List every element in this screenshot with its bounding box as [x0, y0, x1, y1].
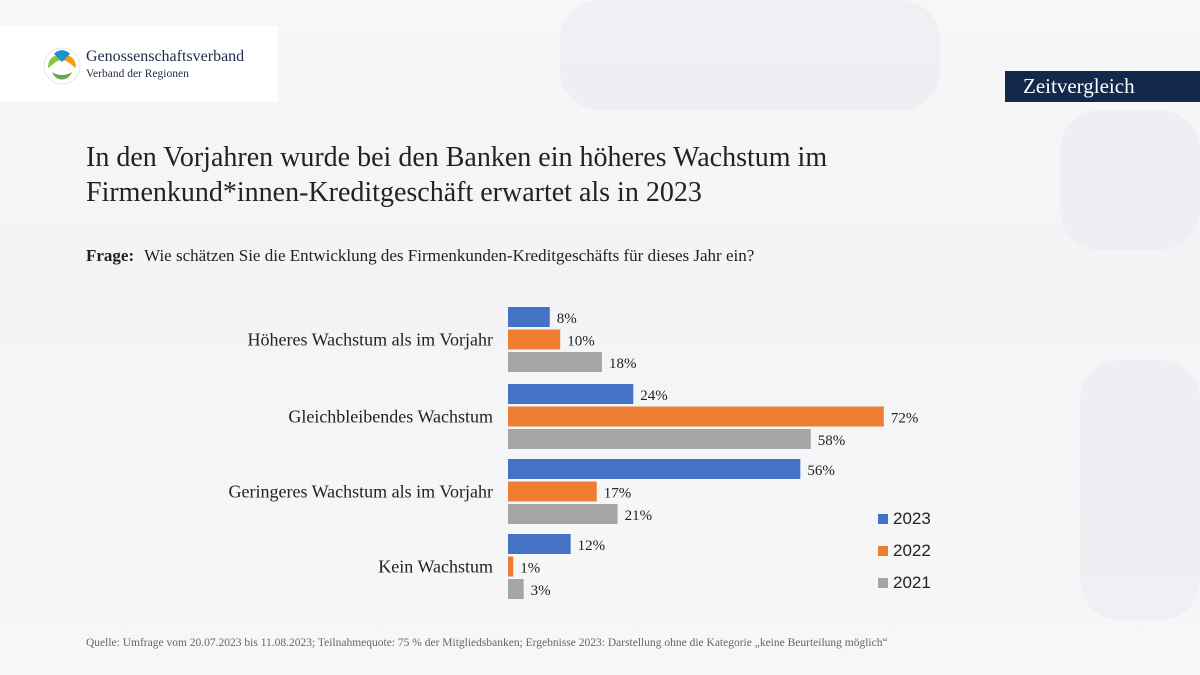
- data-label: 8%: [557, 311, 577, 327]
- category-label: Geringeres Wachstum als im Vorjahr: [229, 482, 494, 502]
- bar-2021: [508, 429, 811, 449]
- bar-2023: [508, 307, 550, 327]
- background-shape: [1060, 110, 1200, 250]
- source-note: Quelle: Umfrage vom 20.07.2023 bis 11.08…: [86, 637, 888, 649]
- bar-2022: [508, 329, 561, 350]
- bar-2023: [508, 459, 801, 479]
- bar-2022: [508, 556, 514, 577]
- legend-swatch-2023: [878, 514, 888, 524]
- data-label: 56%: [807, 463, 835, 479]
- data-label: 1%: [520, 561, 540, 577]
- data-label: 72%: [891, 411, 919, 427]
- logo-subtitle: Verband der Regionen: [86, 68, 189, 80]
- section-tag: Zeitvergleich: [1005, 71, 1200, 102]
- category-label: Höheres Wachstum als im Vorjahr: [247, 330, 493, 350]
- bar-2021: [508, 579, 524, 599]
- legend-label: 2023: [893, 509, 931, 528]
- title-line-2: Firmenkund*innen-Kreditgeschäft erwartet…: [86, 177, 702, 208]
- background-shape: [1080, 360, 1200, 620]
- legend-swatch-2021: [878, 578, 888, 588]
- question-text: Wie schätzen Sie die Entwicklung des Fir…: [144, 246, 755, 265]
- legend-label: 2022: [893, 541, 931, 560]
- data-label: 18%: [609, 356, 637, 372]
- category-label: Kein Wachstum: [378, 557, 493, 577]
- data-label: 58%: [818, 433, 846, 449]
- data-label: 10%: [567, 334, 595, 350]
- question-label: Frage:: [86, 246, 135, 265]
- bar-2022: [508, 481, 597, 502]
- logo-icon: [43, 47, 81, 85]
- page-title: In den Vorjahren wurde bei den Banken ei…: [86, 140, 1086, 210]
- data-label: 24%: [640, 388, 668, 404]
- data-label: 21%: [625, 508, 653, 524]
- bar-2023: [508, 384, 634, 404]
- title-line-1: In den Vorjahren wurde bei den Banken ei…: [86, 142, 828, 173]
- bar-2023: [508, 534, 571, 554]
- bar-2021: [508, 504, 618, 524]
- legend-swatch-2022: [878, 546, 888, 556]
- logo-title: Genossenschaftsverband: [86, 48, 245, 65]
- background-shape: [560, 0, 940, 110]
- data-label: 3%: [531, 583, 551, 599]
- data-label: 12%: [578, 538, 606, 554]
- question: Frage: Wie schätzen Sie die Entwicklung …: [86, 246, 754, 266]
- category-label: Gleichbleibendes Wachstum: [288, 407, 493, 427]
- bar-2022: [508, 406, 884, 427]
- legend-label: 2021: [893, 573, 931, 592]
- data-label: 17%: [604, 486, 632, 502]
- bar-2021: [508, 352, 602, 372]
- logo: Genossenschaftsverband Verband der Regio…: [0, 26, 278, 102]
